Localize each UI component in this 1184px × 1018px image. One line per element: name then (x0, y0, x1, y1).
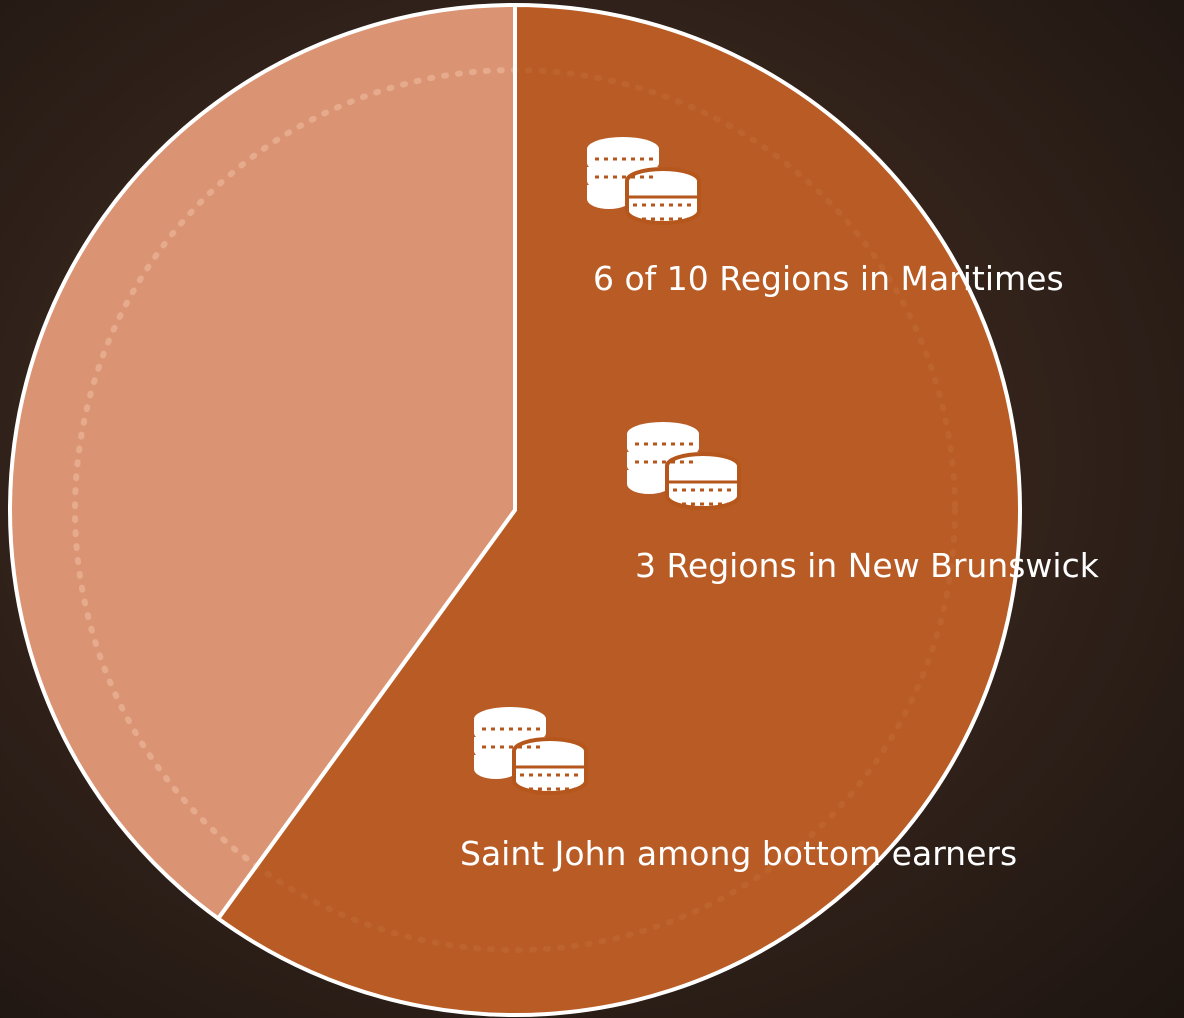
annotation: 6 of 10 Regions in Maritimes (593, 259, 1064, 298)
annotation: 3 Regions in New Brunswick (635, 546, 1100, 585)
pie-slice (8, 3, 517, 921)
annotation: Saint John among bottom earners (460, 834, 1017, 873)
pie (8, 3, 1022, 1017)
pie-slice (216, 3, 1022, 1017)
